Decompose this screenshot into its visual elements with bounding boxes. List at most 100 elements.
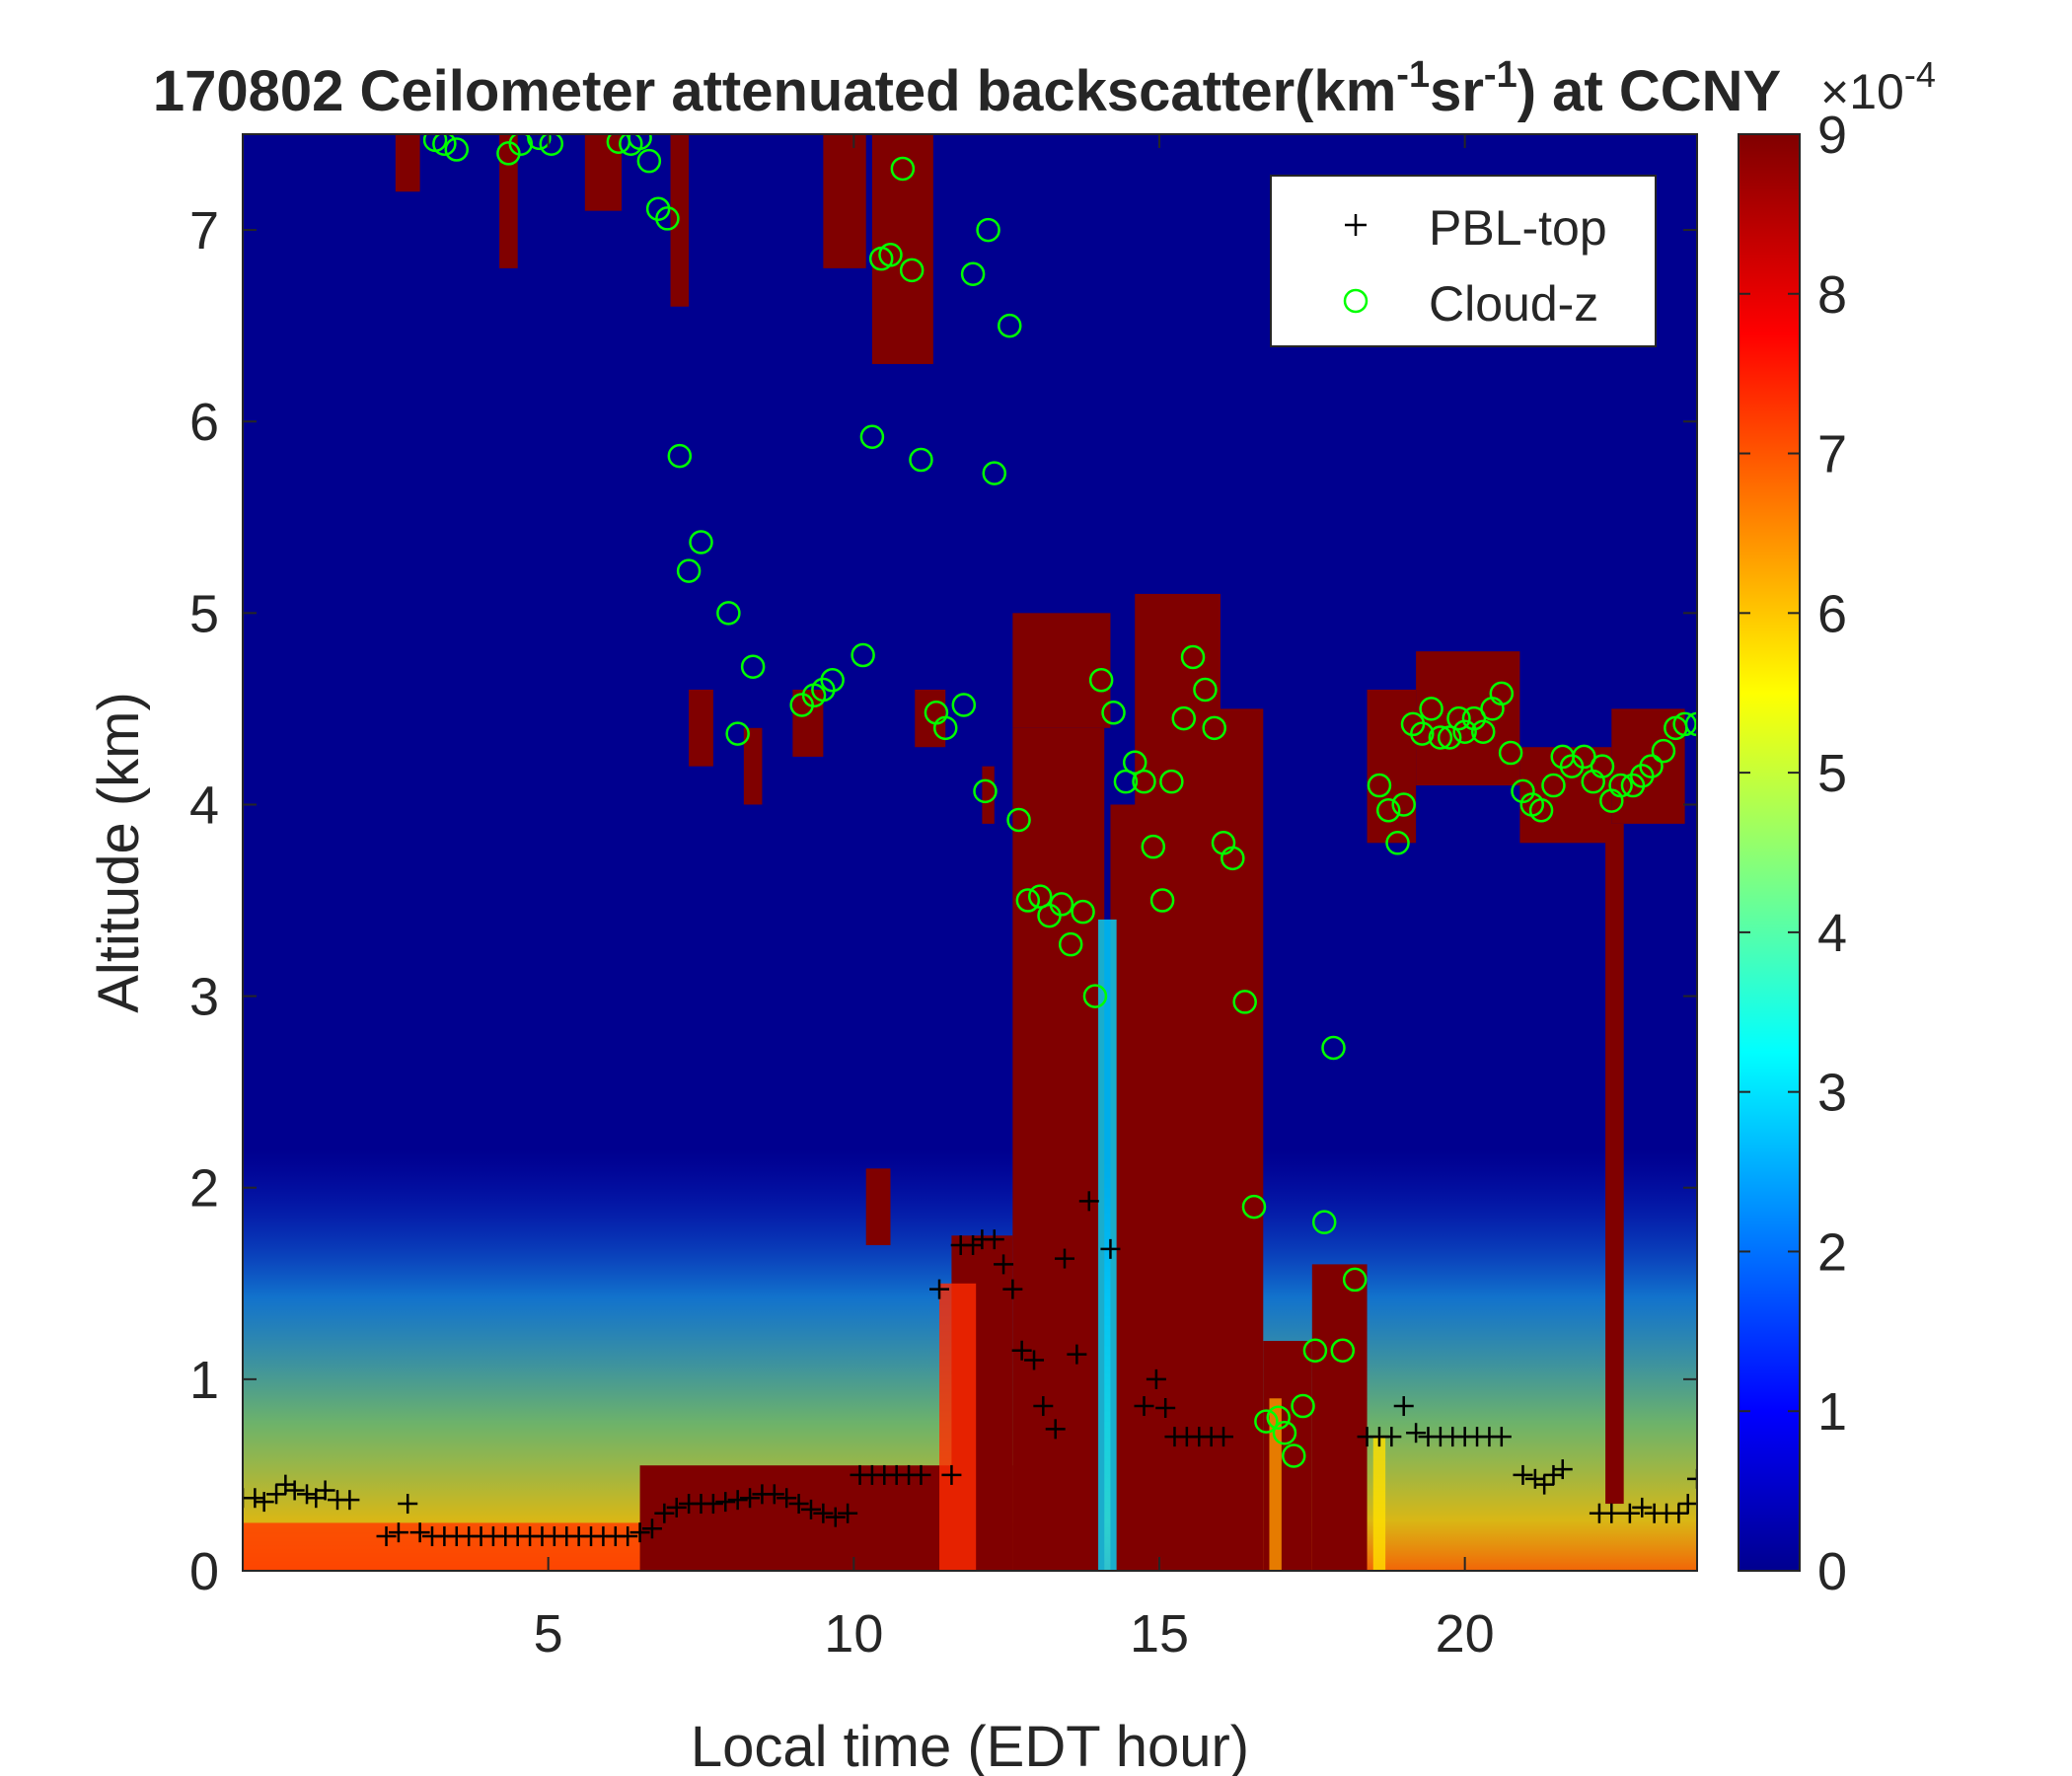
pbl-top-marker	[266, 1484, 287, 1505]
cloud-z-marker	[1385, 831, 1410, 855]
cloud-z-marker	[1241, 1194, 1267, 1220]
cloud-column	[1311, 1264, 1368, 1571]
pbl-top-marker	[245, 1488, 265, 1509]
pbl-top-marker	[740, 1488, 761, 1509]
pbl-top-marker	[1011, 1340, 1032, 1361]
pbl-top-marker	[788, 1494, 809, 1515]
cloud-z-marker	[619, 134, 643, 156]
cloud-column	[823, 134, 866, 268]
pbl-top-marker	[984, 1229, 1004, 1250]
cloud-z-marker	[1302, 1338, 1328, 1363]
pbl-top-marker	[409, 1522, 430, 1543]
pbl-top-marker	[1078, 1191, 1099, 1212]
pbl-top-marker	[1534, 1474, 1555, 1495]
cloud-z-marker	[1330, 1338, 1356, 1363]
y-axis-label: Altitude (km)	[87, 692, 151, 1013]
pbl-top-marker	[727, 1490, 748, 1511]
cloud-edge	[1372, 1437, 1386, 1571]
cloud-z-marker	[960, 261, 986, 286]
colorbar: 0 1 2 3 4 5 6 7 8 9 ×10-4	[1738, 54, 1936, 1601]
cloud-z-marker	[1266, 1405, 1292, 1430]
cloud-z-marker	[1058, 931, 1083, 957]
cloud-z-marker	[1221, 846, 1245, 871]
pbl-top-marker	[1406, 1423, 1427, 1443]
cloud-z-marker	[1082, 984, 1108, 1008]
cloud-column	[1605, 823, 1624, 1505]
pbl-top-marker	[941, 1464, 962, 1485]
legend-label-cloud-z: Cloud-z	[1429, 276, 1598, 332]
cloud-z-marker	[982, 461, 1007, 485]
legend: PBL-top Cloud-z	[1270, 175, 1657, 347]
pbl-top-marker	[315, 1480, 335, 1501]
cloud-z-marker	[878, 243, 903, 267]
cloud-z-marker	[820, 668, 845, 693]
colorbar-tick-label: 8	[1817, 265, 1847, 325]
cloud-z-marker	[444, 137, 470, 162]
cloud-column	[584, 134, 622, 211]
cloud-column	[395, 134, 420, 192]
y-tick-label: 2	[189, 1159, 219, 1219]
cloud-z-marker	[909, 447, 933, 473]
pbl-top-marker	[666, 1497, 687, 1517]
x-tick-label: 5	[534, 1604, 563, 1664]
colorbar-gradient	[1738, 133, 1801, 1572]
cloud-column	[1416, 651, 1520, 786]
cloud-z-marker	[1321, 1035, 1346, 1061]
cloud-column	[743, 727, 763, 805]
colorbar-tick-label: 9	[1817, 106, 1847, 165]
cloud-z-marker	[1391, 792, 1416, 817]
y-tick-label: 5	[189, 584, 219, 643]
pbl-top-marker	[339, 1490, 360, 1511]
cloud-z-marker	[1342, 1267, 1368, 1293]
cloud-z-marker	[890, 156, 916, 182]
pbl-top-marker	[398, 1494, 418, 1515]
cloud-z-marker	[851, 642, 875, 668]
cloud-z-marker	[1232, 990, 1257, 1014]
cloud-z-marker	[725, 721, 750, 746]
y-axis: 0 1 2 3 4 5 6 7	[189, 201, 1697, 1601]
cloud-z-marker	[1428, 725, 1453, 750]
colorbar-tick-label: 3	[1817, 1064, 1847, 1123]
pbl-top-marker	[929, 1279, 950, 1299]
cloud-z-marker	[716, 601, 741, 626]
colorbar-tick-label: 0	[1817, 1542, 1847, 1601]
cloud-z-marker	[655, 206, 680, 231]
cloud-z-marker	[432, 134, 457, 156]
cloud-z-marker	[1113, 769, 1139, 794]
pbl-top-marker	[654, 1503, 675, 1523]
pbl-top-marker	[838, 1503, 858, 1523]
pbl-top-marker	[1045, 1419, 1066, 1440]
y-tick-label: 6	[189, 393, 219, 452]
pbl-top-marker	[254, 1492, 274, 1513]
cloud-z-marker	[689, 530, 713, 555]
cloud-column	[1214, 708, 1264, 1571]
cloud-z-marker	[1006, 807, 1031, 833]
cloud-z-series	[422, 134, 1697, 1468]
cloud-z-marker	[1639, 754, 1664, 778]
pbl-top-marker	[388, 1522, 408, 1543]
cloud-z-marker	[1541, 773, 1566, 798]
pbl-top-marker	[1491, 1427, 1512, 1447]
pbl-top-marker	[1381, 1427, 1402, 1447]
x-tick-label: 20	[1436, 1604, 1495, 1664]
pbl-top-marker	[764, 1484, 784, 1505]
cloud-z-marker	[1375, 798, 1401, 823]
cloud-z-marker	[1419, 697, 1443, 721]
pbl-top-marker	[1601, 1503, 1622, 1523]
pbl-top-marker	[1513, 1464, 1533, 1485]
legend-marker-cloud-z	[1343, 288, 1369, 314]
legend-label-pbl-top: PBL-top	[1429, 200, 1607, 256]
cloud-column	[865, 1168, 891, 1245]
pbl-top-marker	[1033, 1396, 1054, 1417]
cloud-z-marker	[998, 313, 1022, 338]
cloud-z-marker	[1684, 711, 1697, 737]
pbl-top-marker	[715, 1492, 736, 1513]
cloud-z-marker	[1572, 744, 1596, 770]
cloud-column	[1135, 593, 1221, 1571]
cloud-z-marker	[667, 443, 693, 469]
surface-layer	[243, 1522, 640, 1571]
cloud-z-marker	[1470, 719, 1496, 744]
pbl-top-marker	[284, 1480, 305, 1501]
pbl-top-marker	[618, 1526, 638, 1547]
y-tick-label: 7	[189, 201, 219, 260]
